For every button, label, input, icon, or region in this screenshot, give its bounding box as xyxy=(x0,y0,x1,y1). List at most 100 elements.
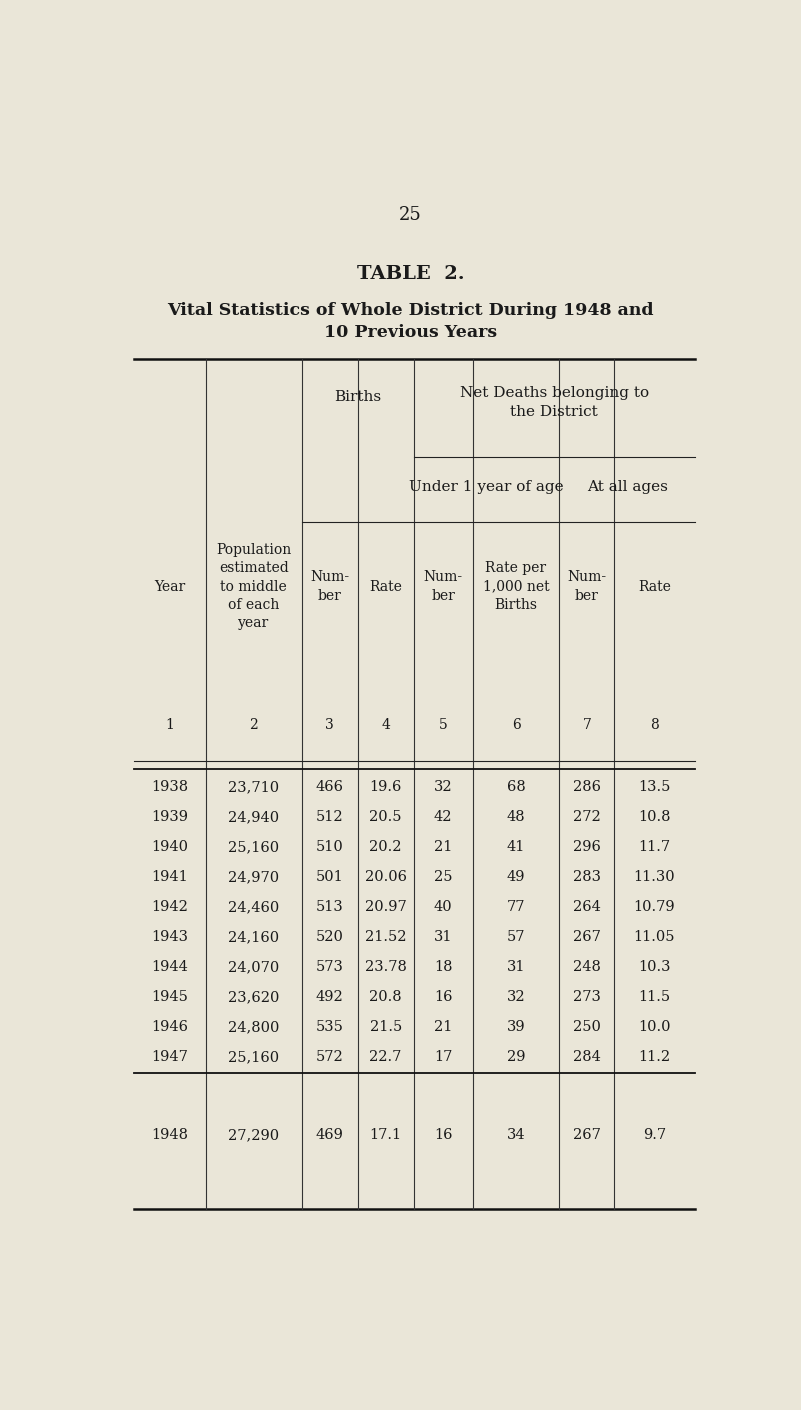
Text: 31: 31 xyxy=(507,960,525,974)
Text: 272: 272 xyxy=(573,809,601,823)
Text: 1947: 1947 xyxy=(151,1050,188,1065)
Text: 24,160: 24,160 xyxy=(228,931,280,945)
Text: 466: 466 xyxy=(316,780,344,794)
Text: 16: 16 xyxy=(434,1128,453,1142)
Text: 10.8: 10.8 xyxy=(638,809,670,823)
Text: 11.2: 11.2 xyxy=(638,1050,670,1065)
Text: 20.06: 20.06 xyxy=(364,870,407,884)
Text: 10 Previous Years: 10 Previous Years xyxy=(324,324,497,341)
Text: 273: 273 xyxy=(573,990,601,1004)
Text: 469: 469 xyxy=(316,1128,344,1142)
Text: 20.2: 20.2 xyxy=(369,840,402,854)
Text: 1943: 1943 xyxy=(151,931,188,945)
Text: Num-
ber: Num- ber xyxy=(424,571,463,603)
Text: 284: 284 xyxy=(573,1050,601,1065)
Text: 2: 2 xyxy=(249,718,258,732)
Text: Num-
ber: Num- ber xyxy=(567,571,606,603)
Text: 248: 248 xyxy=(573,960,601,974)
Text: 1948: 1948 xyxy=(151,1128,188,1142)
Text: 21.5: 21.5 xyxy=(369,1021,402,1035)
Text: 6: 6 xyxy=(512,718,521,732)
Text: 20.97: 20.97 xyxy=(364,900,407,914)
Text: 513: 513 xyxy=(316,900,344,914)
Text: 10.3: 10.3 xyxy=(638,960,670,974)
Text: 42: 42 xyxy=(434,809,453,823)
Text: 48: 48 xyxy=(507,809,525,823)
Text: 10.79: 10.79 xyxy=(634,900,675,914)
Text: At all ages: At all ages xyxy=(586,481,667,495)
Text: 5: 5 xyxy=(439,718,448,732)
Text: TABLE  2.: TABLE 2. xyxy=(356,265,465,283)
Text: 11.7: 11.7 xyxy=(638,840,670,854)
Text: 13.5: 13.5 xyxy=(638,780,670,794)
Text: 25,160: 25,160 xyxy=(228,840,280,854)
Text: 9.7: 9.7 xyxy=(643,1128,666,1142)
Text: 4: 4 xyxy=(381,718,390,732)
Text: 68: 68 xyxy=(507,780,525,794)
Text: 264: 264 xyxy=(573,900,601,914)
Text: 16: 16 xyxy=(434,990,453,1004)
Text: 23.78: 23.78 xyxy=(364,960,407,974)
Text: 7: 7 xyxy=(582,718,591,732)
Text: 34: 34 xyxy=(507,1128,525,1142)
Text: 283: 283 xyxy=(573,870,601,884)
Text: 24,460: 24,460 xyxy=(228,900,280,914)
Text: 1946: 1946 xyxy=(151,1021,188,1035)
Text: 17: 17 xyxy=(434,1050,453,1065)
Text: 32: 32 xyxy=(507,990,525,1004)
Text: 23,710: 23,710 xyxy=(228,780,280,794)
Text: 40: 40 xyxy=(434,900,453,914)
Text: 49: 49 xyxy=(507,870,525,884)
Text: 1942: 1942 xyxy=(151,900,188,914)
Text: 57: 57 xyxy=(507,931,525,945)
Text: 11.05: 11.05 xyxy=(634,931,675,945)
Text: 286: 286 xyxy=(573,780,601,794)
Text: 41: 41 xyxy=(507,840,525,854)
Text: Under 1 year of age: Under 1 year of age xyxy=(409,481,564,495)
Text: 510: 510 xyxy=(316,840,344,854)
Text: 22.7: 22.7 xyxy=(369,1050,402,1065)
Text: 18: 18 xyxy=(434,960,453,974)
Text: 1939: 1939 xyxy=(151,809,188,823)
Text: 267: 267 xyxy=(573,1128,601,1142)
Text: 24,970: 24,970 xyxy=(228,870,280,884)
Text: 17.1: 17.1 xyxy=(369,1128,402,1142)
Text: Year: Year xyxy=(155,580,186,594)
Text: 25,160: 25,160 xyxy=(228,1050,280,1065)
Text: Net Deaths belonging to
the District: Net Deaths belonging to the District xyxy=(460,386,649,419)
Text: Rate per
1,000 net
Births: Rate per 1,000 net Births xyxy=(483,561,549,612)
Text: 573: 573 xyxy=(316,960,344,974)
Text: 21.52: 21.52 xyxy=(365,931,406,945)
Text: 1941: 1941 xyxy=(151,870,188,884)
Text: 29: 29 xyxy=(507,1050,525,1065)
Text: 1944: 1944 xyxy=(151,960,188,974)
Text: 10.0: 10.0 xyxy=(638,1021,670,1035)
Text: 27,290: 27,290 xyxy=(228,1128,280,1142)
Text: 21: 21 xyxy=(434,840,453,854)
Text: Vital Statistics of Whole District During 1948 and: Vital Statistics of Whole District Durin… xyxy=(167,302,654,319)
Text: 23,620: 23,620 xyxy=(228,990,280,1004)
Text: 20.5: 20.5 xyxy=(369,809,402,823)
Text: 25: 25 xyxy=(434,870,453,884)
Text: 39: 39 xyxy=(507,1021,525,1035)
Text: 296: 296 xyxy=(573,840,601,854)
Text: 24,070: 24,070 xyxy=(228,960,280,974)
Text: 1945: 1945 xyxy=(151,990,188,1004)
Text: 520: 520 xyxy=(316,931,344,945)
Text: 1940: 1940 xyxy=(151,840,188,854)
Text: 492: 492 xyxy=(316,990,344,1004)
Text: 32: 32 xyxy=(434,780,453,794)
Text: 77: 77 xyxy=(507,900,525,914)
Text: Num-
ber: Num- ber xyxy=(310,571,349,603)
Text: 19.6: 19.6 xyxy=(369,780,402,794)
Text: Births: Births xyxy=(334,391,381,405)
Text: 24,800: 24,800 xyxy=(228,1021,280,1035)
Text: 535: 535 xyxy=(316,1021,344,1035)
Text: 572: 572 xyxy=(316,1050,344,1065)
Text: 20.8: 20.8 xyxy=(369,990,402,1004)
Text: 267: 267 xyxy=(573,931,601,945)
Text: 1: 1 xyxy=(166,718,175,732)
Text: 11.5: 11.5 xyxy=(638,990,670,1004)
Text: 25: 25 xyxy=(399,206,422,224)
Text: 21: 21 xyxy=(434,1021,453,1035)
